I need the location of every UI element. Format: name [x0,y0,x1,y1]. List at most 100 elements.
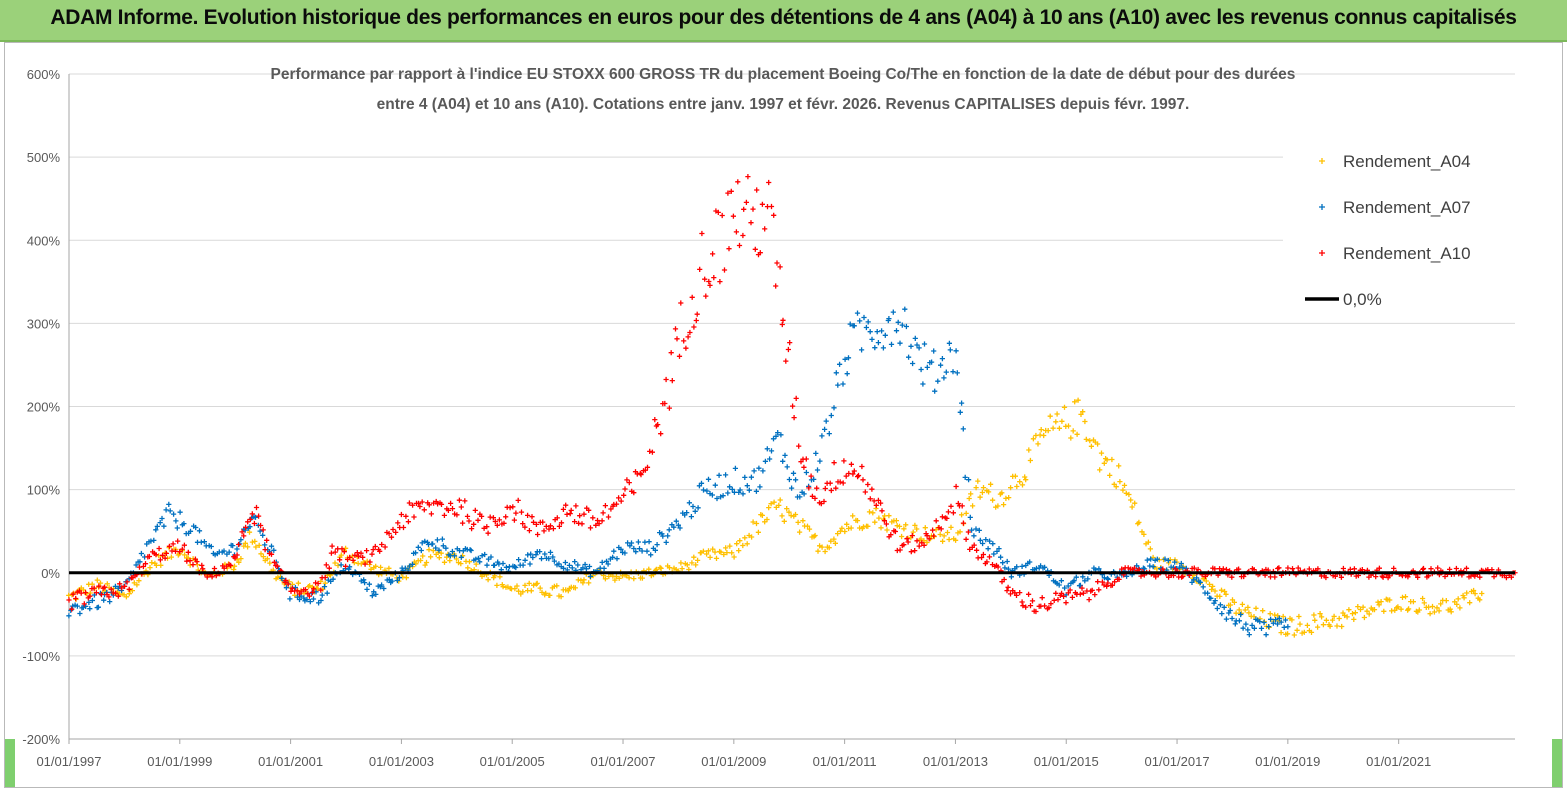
data-point [323,562,329,568]
data-point [587,525,594,531]
data-point [879,508,885,514]
data-point [550,554,556,560]
data-point [456,497,462,503]
data-point [966,477,972,483]
data-point [896,523,903,529]
data-point [850,471,856,477]
data-point [1491,574,1497,580]
data-point [177,509,183,515]
data-point [778,432,784,438]
data-point [929,359,935,365]
data-point [712,549,718,555]
data-point [1261,619,1267,626]
data-point [704,551,710,557]
data-point [690,503,696,510]
data-point [813,450,819,456]
data-point [122,583,128,589]
data-point [364,558,370,564]
data-point [837,361,843,367]
data-point [247,516,253,522]
data-point [378,564,384,570]
data-point [685,334,691,340]
data-point [531,582,537,588]
data-point [649,449,655,455]
data-point [454,512,460,518]
data-point [1246,632,1252,638]
data-point [510,504,516,510]
data-point [1191,565,1197,571]
data-point [1059,418,1065,424]
data-point [386,576,392,583]
data-point [873,502,879,508]
data-point [93,590,99,596]
data-point [256,542,262,548]
data-point [953,348,959,354]
data-point [666,405,672,411]
data-point [777,497,783,503]
data-point [881,518,887,524]
data-point [379,582,385,588]
data-point [1296,613,1302,620]
data-point [421,507,427,513]
data-point [157,520,163,526]
data-point [1380,574,1386,580]
plot-series [66,174,1518,638]
data-point [1415,574,1421,580]
data-point [1217,593,1223,599]
data-point [1421,600,1427,606]
data-point [418,547,424,554]
data-point [950,369,956,375]
data-point [533,552,539,558]
data-point [1285,624,1291,630]
data-point [129,588,135,594]
data-point [1258,625,1265,631]
data-point [1429,603,1436,610]
data-point [866,509,873,515]
data-point [279,575,285,581]
data-point [1027,603,1034,609]
data-point [181,521,187,527]
data-point [647,448,653,454]
data-point [177,549,183,555]
data-point [1387,597,1393,603]
data-point [468,547,474,554]
data-point [1308,629,1315,635]
data-point [918,536,924,542]
data-point [1285,565,1291,571]
data-point [897,547,903,553]
data-point [859,463,865,470]
data-point [725,190,731,196]
data-point [491,562,498,568]
data-point [1136,519,1142,525]
data-point [338,552,344,558]
data-point [1065,590,1071,596]
data-point [910,529,916,535]
data-point [368,566,374,572]
series-Rendement_A04 [66,397,1485,638]
data-point [991,551,997,557]
data-point [1448,609,1454,615]
data-point [933,518,939,524]
data-point [1278,630,1284,636]
data-point [681,338,687,344]
data-point [1088,443,1094,449]
data-point [554,583,560,589]
data-point [1420,566,1426,572]
data-point [411,514,417,520]
data-point [875,340,881,346]
chart-title: Performance par rapport à l'indice EU ST… [271,66,1296,113]
data-point [234,546,240,552]
data-point [621,492,627,498]
data-point [593,522,599,528]
data-point [780,458,786,464]
data-point [428,511,434,517]
data-point [944,529,951,536]
data-point [81,601,87,607]
edge-decoration-right [1552,739,1562,787]
data-point [760,468,766,474]
data-point [321,584,328,590]
data-point [1329,617,1336,623]
data-point [464,513,471,519]
data-point [806,526,813,532]
data-point [514,583,520,589]
